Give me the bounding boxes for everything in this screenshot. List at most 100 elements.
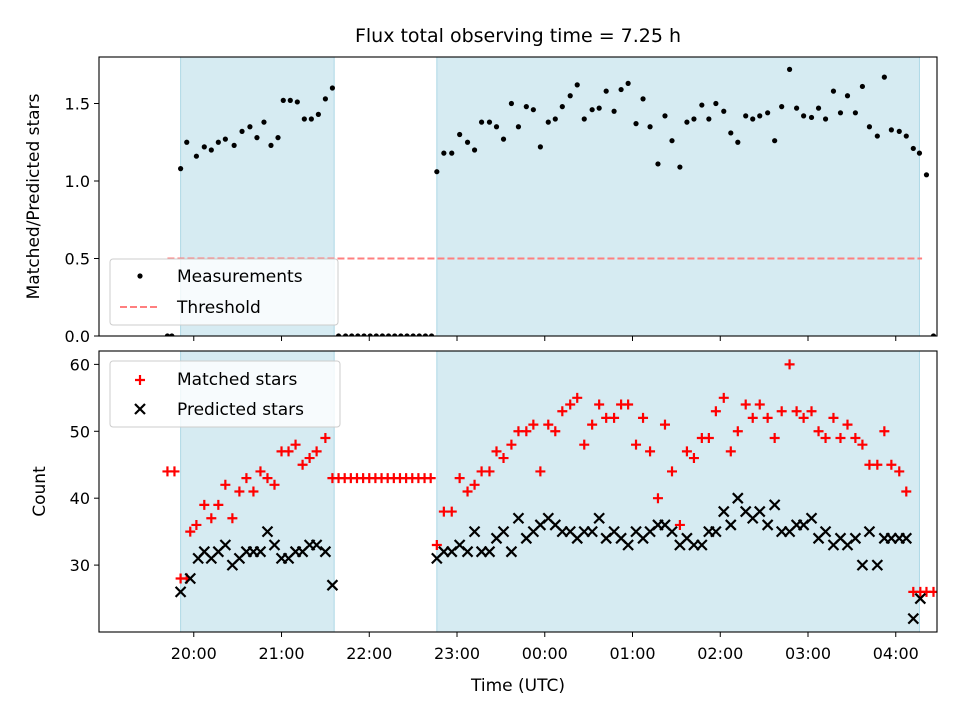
measurement-point — [201, 144, 207, 150]
predicted-star-point — [710, 525, 722, 538]
matched-star-point — [828, 412, 839, 423]
legend-predicted-marker — [134, 403, 146, 415]
measurement-point — [222, 136, 228, 142]
measurement-point — [581, 116, 587, 122]
measurement-point — [404, 333, 410, 336]
measurement-point — [184, 139, 190, 145]
measurement-point — [315, 111, 321, 117]
measurement-point — [416, 333, 422, 336]
matched-star-point — [506, 439, 517, 450]
measurement-point — [508, 100, 515, 107]
measurement-point — [859, 83, 866, 90]
predicted-star-point — [696, 539, 708, 551]
measurement-point — [428, 333, 435, 336]
measurement-point — [691, 116, 697, 122]
measurement-point — [916, 150, 923, 156]
measurement-point — [178, 166, 184, 172]
measurement-point — [874, 133, 880, 139]
legend-label: Threshold — [176, 298, 261, 318]
measurement-point — [545, 119, 551, 125]
matched-star-point — [320, 432, 331, 443]
predicted-star-point — [219, 539, 232, 551]
predicted-star-point — [593, 512, 605, 525]
predicted-star-point — [505, 545, 518, 558]
measurement-point — [815, 105, 822, 111]
measurement-point — [493, 124, 500, 130]
measurement-point — [567, 93, 573, 99]
matched-star-point — [725, 446, 736, 457]
measurement-point — [268, 142, 274, 148]
predicted-star-point — [512, 512, 525, 525]
measurement-point — [169, 333, 175, 336]
matched-star-point — [594, 399, 605, 410]
predicted-star-point — [717, 505, 730, 518]
matched-star-point — [681, 446, 692, 457]
matched-star-point — [894, 466, 905, 477]
measurement-point — [349, 333, 355, 336]
matched-star-point — [740, 399, 751, 410]
predicted-star-point — [326, 579, 339, 591]
measurement-point — [355, 333, 361, 336]
predicted-star-point — [483, 545, 496, 558]
predicted-star-point — [805, 512, 818, 525]
measurement-point — [640, 96, 646, 102]
measurement-point — [684, 119, 690, 125]
measurement-point — [713, 100, 719, 107]
x-tick-label: 22:00 — [346, 644, 392, 663]
predicted-star-point — [725, 519, 737, 531]
y-axis-label: Count — [30, 466, 50, 517]
matched-star-point — [248, 486, 259, 497]
matched-star-point — [850, 432, 861, 443]
x-tick-label: 20:00 — [171, 644, 217, 663]
measurement-point — [530, 107, 536, 113]
matched-star-point — [835, 432, 846, 443]
predicted-star-point — [761, 519, 774, 531]
measurement-point — [728, 130, 734, 136]
measurement-point — [721, 108, 727, 114]
measurement-point — [743, 113, 749, 119]
predicted-star-point — [310, 539, 323, 551]
measurement-point — [308, 116, 314, 122]
measurement-point — [910, 145, 916, 152]
matched-star-point — [659, 419, 670, 430]
legend-measurement-marker — [137, 273, 143, 279]
measurement-point — [618, 86, 624, 93]
matched-star-point — [872, 459, 883, 470]
matched-star-point — [879, 426, 890, 437]
x-tick-label: 00:00 — [522, 644, 568, 663]
y-tick-label: 1.0 — [65, 172, 90, 191]
matched-star-point — [454, 473, 465, 484]
matched-star-point — [762, 412, 773, 423]
matched-star-point — [857, 439, 868, 450]
measurement-point — [193, 153, 200, 159]
measurement-point — [392, 333, 398, 336]
predicted-star-point — [849, 532, 862, 545]
matched-star-point — [535, 466, 546, 477]
predicted-star-point — [461, 545, 474, 558]
legend-matched-marker — [135, 375, 145, 385]
ratio-panel: 0.0 0.5 1.0 1.5 Matched/Predicted stars Measu… — [24, 56, 938, 346]
measurement-point — [329, 85, 336, 91]
matched-star-point — [283, 446, 294, 457]
matched-star-point — [550, 426, 561, 437]
predicted-star-point — [900, 532, 913, 545]
measurement-point — [301, 116, 307, 122]
measurement-point — [500, 136, 507, 142]
matched-star-point — [666, 466, 677, 477]
measurement-point — [294, 99, 300, 105]
matched-star-point — [791, 406, 802, 417]
measurement-point — [633, 121, 639, 127]
measurement-point — [757, 113, 763, 119]
matched-star-point — [587, 419, 598, 430]
count-panel: 30 40 50 60 20:00 21:00 22:00 23:00 00:00 01:00 02… — [30, 350, 938, 663]
legend-box — [109, 360, 341, 428]
measurement-point — [808, 114, 815, 121]
measurement-point — [611, 108, 617, 114]
matched-star-point — [462, 486, 473, 497]
measurement-point — [923, 172, 930, 178]
legend-box — [109, 258, 339, 326]
measurement-point — [361, 333, 367, 336]
measurement-point — [662, 113, 668, 119]
matched-star-point — [754, 399, 765, 410]
observing-interval-band — [436, 350, 920, 633]
